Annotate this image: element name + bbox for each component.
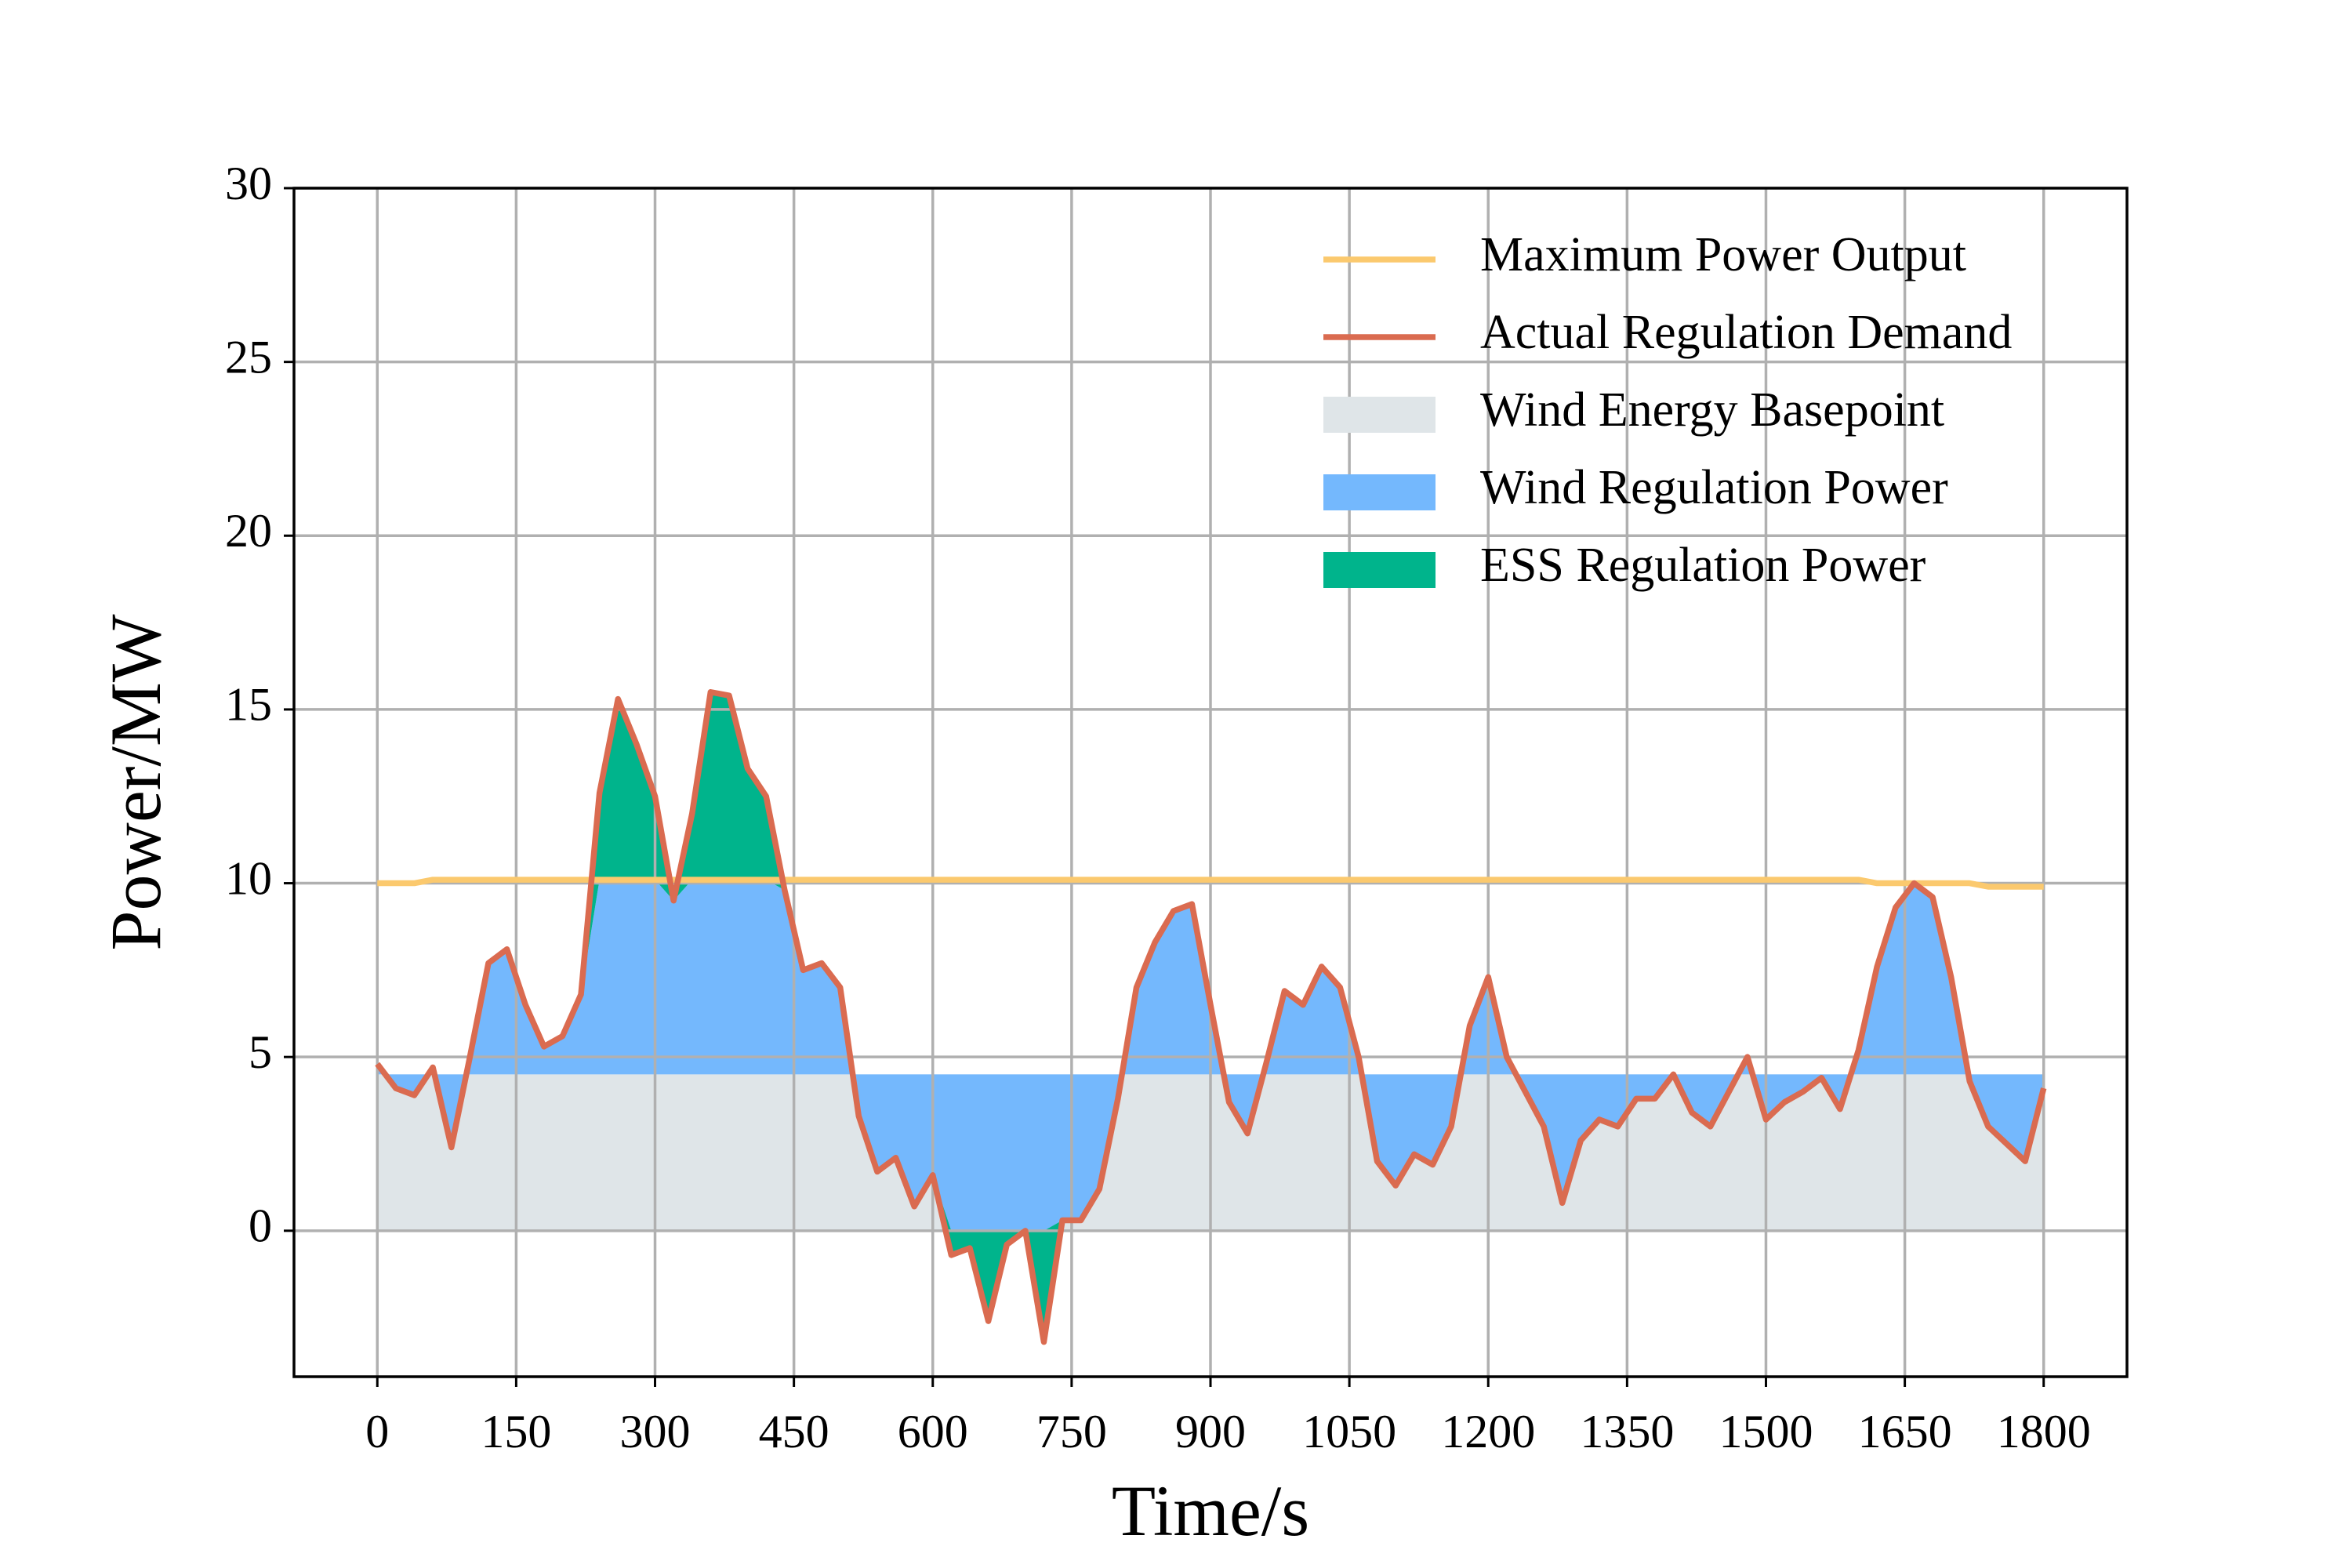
x-tick-label: 1200: [1441, 1406, 1535, 1457]
legend-label: Wind Regulation Power: [1480, 461, 1948, 514]
legend-label: Actual Regulation Demand: [1480, 306, 2012, 359]
y-tick-label: 0: [249, 1200, 272, 1252]
legend-label: Maximum Power Output: [1480, 228, 1966, 281]
x-tick-label: 750: [1036, 1406, 1107, 1457]
y-axis-label: Power/MW: [96, 614, 176, 950]
x-tick-label: 600: [898, 1406, 968, 1457]
x-tick-label: 900: [1175, 1406, 1246, 1457]
x-tick-label: 450: [759, 1406, 829, 1457]
y-tick-label: 25: [225, 331, 272, 383]
x-tick-label: 1800: [1997, 1406, 2091, 1457]
x-tick-label: 1500: [1719, 1406, 1813, 1457]
line: [377, 877, 2044, 890]
x-tick-label: 1650: [1858, 1406, 1952, 1457]
x-tick-label: 300: [620, 1406, 691, 1457]
legend-label: ESS Regulation Power: [1480, 539, 1926, 592]
legend-swatch: [1323, 474, 1436, 510]
y-tick-label: 30: [225, 158, 272, 209]
x-tick-label: 1050: [1302, 1406, 1396, 1457]
y-tick-label: 15: [225, 679, 272, 731]
x-tick-label: 1350: [1580, 1406, 1674, 1457]
legend-swatch: [1323, 552, 1436, 588]
line: [375, 688, 2047, 1345]
x-tick-label: 0: [365, 1406, 389, 1457]
y-tick-label: 20: [225, 505, 272, 557]
x-tick-label: 150: [481, 1406, 551, 1457]
legend-label: Wind Energy Basepoint: [1480, 383, 1944, 437]
legend-swatch: [1323, 397, 1436, 433]
y-tick-label: 5: [249, 1026, 272, 1078]
x-axis-label: Time/s: [1112, 1471, 1309, 1551]
y-tick-label: 10: [225, 852, 272, 904]
